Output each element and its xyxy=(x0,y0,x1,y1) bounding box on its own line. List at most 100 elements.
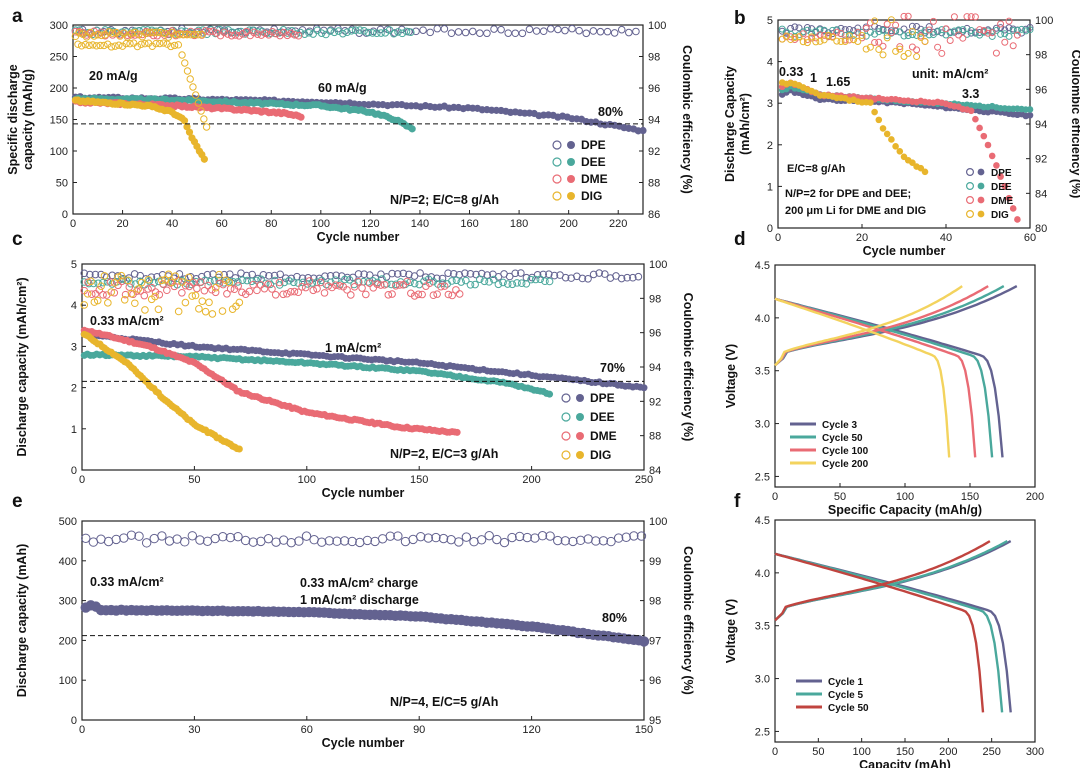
y2-tick-label: 80 xyxy=(1035,223,1047,235)
ce-point-DIG xyxy=(142,307,149,314)
y2-tick-label: 94 xyxy=(649,362,661,374)
capacity-point-DIG xyxy=(201,156,208,163)
panel-letter-c: c xyxy=(12,229,23,250)
x-tick-label: 200 xyxy=(522,474,540,486)
legend-label-DEE: DEE xyxy=(581,155,606,169)
ce-point-DME xyxy=(939,50,945,56)
ce-point-DEE xyxy=(323,31,330,38)
capacity-point-DPE xyxy=(639,636,649,646)
x-axis-label: Specific Capacity (mAh/g) xyxy=(828,503,982,517)
annotation-np-ec: N/P=2, E/C=3 g/Ah xyxy=(390,447,498,461)
x-tick-label: 200 xyxy=(939,746,957,758)
y-tick-label: 3 xyxy=(71,341,77,353)
ce-point-DIG xyxy=(75,41,81,47)
legend-label-Cycle-3: Cycle 3 xyxy=(822,420,857,431)
y2-tick-label: 92 xyxy=(649,396,661,408)
plot-frame xyxy=(82,521,644,720)
ce-point-DIG xyxy=(201,116,207,122)
y-tick-label: 4.0 xyxy=(755,313,770,325)
capacity-point-DME xyxy=(981,133,988,140)
legend-label-DPE: DPE xyxy=(590,391,615,405)
ce-point-DME xyxy=(363,291,370,298)
legend-marker-filled xyxy=(567,175,575,183)
ce-point-DME xyxy=(205,282,212,289)
ce-point-DPE xyxy=(597,28,604,35)
ce-point-DPE xyxy=(633,28,640,35)
ce-point-DME xyxy=(456,291,463,298)
ce-point-DPE xyxy=(547,25,554,32)
legend-label-DIG: DIG xyxy=(991,210,1009,221)
ce-point-DPE xyxy=(104,537,112,545)
y-tick-label: 1 xyxy=(767,181,773,193)
ce-point-DPE xyxy=(363,536,371,544)
capacity-point-DME xyxy=(1014,216,1021,223)
y2-tick-label: 84 xyxy=(1035,188,1047,200)
discharge-curve-Cycle-50 xyxy=(775,554,983,713)
ce-point-DPE xyxy=(462,29,469,36)
annotation-rate-3.3: 3.3 xyxy=(962,87,979,101)
ce-point-DPE xyxy=(97,535,105,543)
annotation-discharge: 1 mA/cm² discharge xyxy=(300,593,419,607)
ce-point-DME xyxy=(1002,39,1008,45)
capacity-point-DME xyxy=(968,107,975,114)
ce-point-DME xyxy=(960,35,966,41)
annotation-rate-1.65: 1.65 xyxy=(826,75,850,89)
x-tick-label: 80 xyxy=(265,218,277,230)
legend-marker-filled xyxy=(576,451,584,459)
ce-point-DIG xyxy=(901,53,907,59)
ce-point-DPE xyxy=(500,538,508,546)
panel-letter-b: b xyxy=(734,8,746,29)
capacity-point-DIG xyxy=(922,169,929,176)
ce-point-DME xyxy=(453,287,460,294)
capacity-point-DEE xyxy=(546,391,553,398)
annotation-rate-60: 60 mA/g xyxy=(318,81,367,95)
ce-point-DPE xyxy=(287,538,295,546)
x-tick-label: 0 xyxy=(772,491,778,503)
y-axis-label: Voltage (V) xyxy=(724,599,738,663)
y-axis-label: Specific discharge xyxy=(6,64,20,175)
y2-tick-label: 96 xyxy=(649,328,661,340)
ce-point-DPE xyxy=(477,30,484,37)
ce-point-DEE xyxy=(509,281,516,288)
y2-tick-label: 100 xyxy=(649,259,667,271)
ce-point-DPE xyxy=(484,30,491,37)
y-tick-label: 1 xyxy=(71,424,77,436)
x-tick-label: 120 xyxy=(522,724,540,736)
ce-point-DPE xyxy=(211,534,219,542)
x-tick-label: 180 xyxy=(510,218,528,230)
ce-point-DME xyxy=(951,14,957,20)
y2-tick-label: 100 xyxy=(648,20,666,32)
x-tick-label: 120 xyxy=(361,218,379,230)
y2-tick-label: 96 xyxy=(1035,84,1047,96)
ce-point-DIG xyxy=(922,38,928,44)
ce-point-DPE xyxy=(234,532,242,540)
y-tick-label: 5 xyxy=(71,259,77,271)
y-tick-label: 250 xyxy=(50,52,68,64)
y-axis-label: capacity (mAh/g) xyxy=(21,69,35,170)
ce-point-DPE xyxy=(485,531,493,539)
y-tick-label: 500 xyxy=(59,516,77,528)
capacity-point-DIG xyxy=(897,148,904,155)
x-tick-label: 150 xyxy=(896,746,914,758)
ce-point-DPE xyxy=(241,536,249,544)
y2-axis-label: Coulombic efficiency (%) xyxy=(681,546,695,695)
x-tick-label: 40 xyxy=(940,232,952,244)
y2-tick-label: 94 xyxy=(1035,119,1047,131)
legend-label-Cycle-50: Cycle 50 xyxy=(828,703,869,714)
ce-point-DME xyxy=(943,26,949,32)
capacity-point-DPE xyxy=(641,384,648,391)
ce-point-DPE xyxy=(583,30,590,37)
annotation-rate-0.33: 0.33 mA/cm² xyxy=(90,575,164,589)
legend-marker-hollow xyxy=(562,432,570,440)
y-tick-label: 3 xyxy=(767,98,773,110)
ce-point-DPE xyxy=(531,534,539,542)
x-tick-label: 100 xyxy=(298,474,316,486)
ce-point-DPE xyxy=(448,30,455,37)
y-tick-label: 200 xyxy=(59,635,77,647)
ce-point-DIG xyxy=(212,284,219,291)
ce-point-DME xyxy=(947,38,953,44)
ce-point-DPE xyxy=(264,534,272,542)
y-tick-label: 300 xyxy=(59,596,77,608)
ce-point-DIG xyxy=(97,42,103,48)
legend-label-DME: DME xyxy=(991,196,1014,207)
